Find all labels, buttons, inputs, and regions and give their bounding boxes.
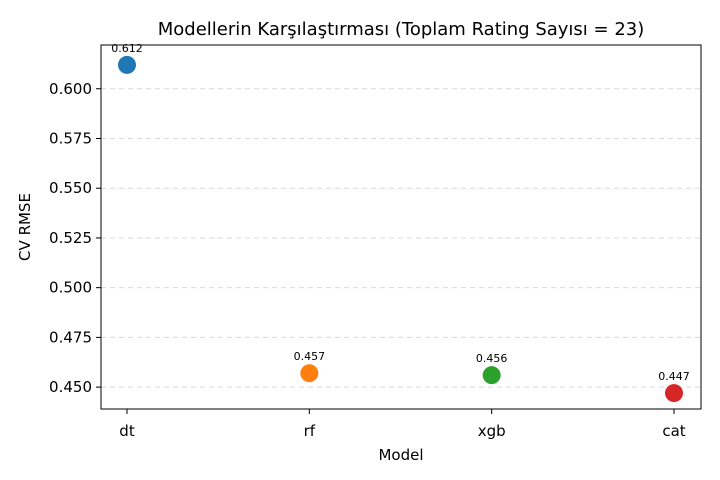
x-tick-label: xgb: [478, 422, 506, 440]
data-points: [118, 55, 683, 403]
y-ticks: 0.450 0.475 0.500 0.525 0.550 0.575 0.600: [49, 80, 101, 396]
data-point-dt: [118, 55, 136, 74]
plot-frame: [100, 44, 702, 410]
data-label-xgb: 0.456: [476, 352, 508, 365]
x-ticks: dt rf xgb cat: [119, 409, 686, 440]
data-labels: 0.612 0.457 0.456 0.447: [111, 42, 690, 383]
data-label-rf: 0.457: [294, 350, 326, 363]
x-tick-label: cat: [662, 422, 685, 440]
y-axis-label: CV RMSE: [16, 193, 34, 261]
y-tick-label: 0.575: [49, 129, 92, 147]
y-tick-label: 0.500: [49, 279, 92, 297]
y-tick-label: 0.525: [49, 229, 92, 247]
data-point-xgb: [482, 366, 501, 385]
y-tick-label: 0.475: [49, 328, 92, 346]
data-label-cat: 0.447: [658, 370, 690, 383]
x-tick-label: rf: [304, 422, 316, 440]
data-label-dt: 0.612: [111, 42, 143, 55]
data-point-cat: [665, 384, 683, 403]
y-tick-label: 0.550: [49, 179, 92, 197]
x-axis-label: Model: [378, 446, 423, 464]
chart-title: Modellerin Karşılaştırması (Toplam Ratin…: [158, 19, 645, 40]
y-tick-label: 0.600: [49, 80, 92, 98]
x-tick-label: dt: [119, 422, 135, 440]
grid-lines: [101, 88, 701, 388]
data-point-rf: [300, 364, 319, 383]
y-tick-label: 0.450: [49, 378, 92, 396]
